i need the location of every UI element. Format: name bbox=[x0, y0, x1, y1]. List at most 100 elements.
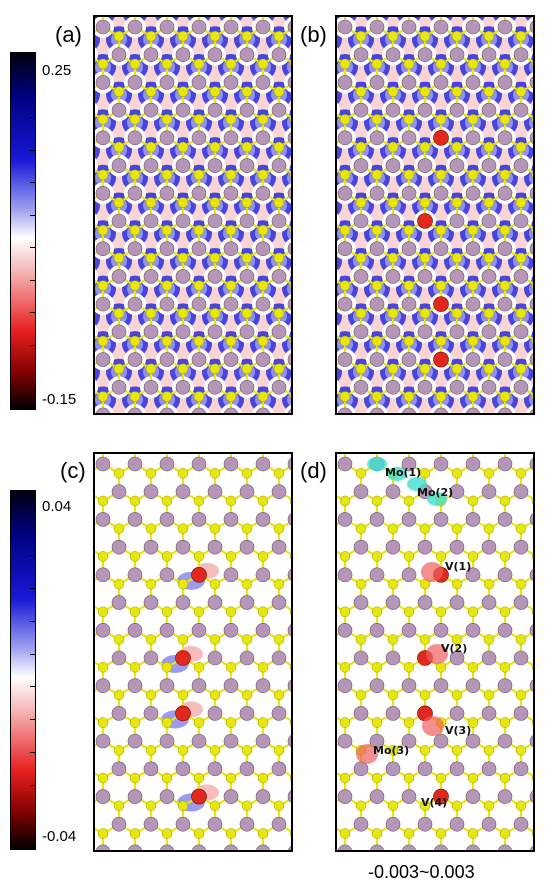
mo-atom bbox=[223, 185, 239, 201]
s-atom bbox=[273, 634, 285, 645]
mo-atom bbox=[369, 844, 385, 850]
s-atom bbox=[113, 308, 125, 319]
mo-atom bbox=[337, 844, 353, 850]
mo-atom bbox=[401, 185, 417, 201]
s-atom bbox=[193, 114, 205, 125]
mo-atom bbox=[465, 512, 481, 527]
s-atom bbox=[177, 363, 189, 375]
mo-atom bbox=[143, 47, 159, 63]
mo-atom bbox=[401, 456, 417, 472]
mo-atom bbox=[287, 568, 291, 581]
s-atom bbox=[467, 661, 479, 673]
mo-atom bbox=[433, 844, 449, 850]
mo-atom bbox=[465, 352, 481, 367]
colorbar-tick bbox=[30, 686, 35, 688]
mo-atom bbox=[529, 568, 533, 581]
mo-atom bbox=[529, 679, 533, 692]
mo-atom bbox=[433, 241, 449, 257]
s-atom bbox=[257, 58, 269, 70]
s-atom bbox=[531, 774, 533, 782]
mo-atom bbox=[449, 539, 465, 555]
s-atom bbox=[273, 689, 285, 701]
s-atom bbox=[435, 606, 447, 618]
mo-atom bbox=[191, 75, 207, 90]
s-atom bbox=[241, 689, 253, 701]
colorbar-top-min-label: -0.15 bbox=[42, 391, 77, 408]
mo-atom bbox=[353, 650, 369, 666]
mo-atom bbox=[287, 242, 291, 255]
s-atom bbox=[129, 391, 141, 402]
s-atom bbox=[451, 252, 463, 264]
s-atom bbox=[403, 828, 415, 839]
mo-atom bbox=[255, 844, 271, 850]
s-atom bbox=[273, 467, 285, 479]
s-atom bbox=[483, 86, 495, 97]
s-atom bbox=[371, 114, 383, 125]
s-atom bbox=[403, 606, 415, 618]
mo-atom bbox=[255, 75, 271, 90]
s-atom bbox=[193, 224, 205, 236]
mo-atom bbox=[481, 595, 497, 610]
s-atom bbox=[145, 30, 157, 42]
s-atom bbox=[113, 252, 125, 264]
s-atom bbox=[499, 58, 511, 70]
s-atom bbox=[355, 523, 367, 534]
s-atom bbox=[145, 252, 157, 264]
mo-atom bbox=[95, 185, 111, 201]
s-atom bbox=[289, 171, 291, 179]
s-atom bbox=[193, 717, 205, 728]
s-atom bbox=[113, 634, 125, 645]
s-atom bbox=[97, 224, 109, 236]
mo-atom bbox=[207, 484, 223, 500]
s-atom bbox=[129, 114, 141, 125]
mo-atom bbox=[513, 595, 529, 610]
mo-atom bbox=[255, 733, 271, 749]
neutral-density-region bbox=[337, 158, 340, 174]
mo-atom bbox=[127, 19, 143, 35]
s-atom bbox=[387, 523, 399, 534]
mo-atom bbox=[449, 379, 465, 395]
s-atom bbox=[467, 717, 479, 728]
s-atom bbox=[403, 169, 415, 181]
mo-atom bbox=[95, 130, 111, 146]
s-atom bbox=[193, 606, 205, 618]
s-atom bbox=[499, 828, 511, 839]
mo-atom bbox=[159, 844, 175, 850]
s-atom bbox=[177, 467, 189, 479]
colorbar-tick bbox=[30, 84, 35, 86]
mo-atom bbox=[353, 102, 369, 118]
mo-atom bbox=[287, 624, 291, 637]
mo-atom bbox=[239, 269, 255, 284]
mo-atom bbox=[481, 816, 497, 832]
mo-atom bbox=[529, 76, 533, 89]
mo-atom bbox=[481, 102, 497, 118]
mo-atom bbox=[239, 379, 255, 395]
panel-label-c: (c) bbox=[60, 458, 86, 483]
mo-atom bbox=[353, 47, 369, 63]
s-atom bbox=[387, 578, 399, 590]
s-atom bbox=[419, 800, 431, 812]
cyan-isosurface bbox=[427, 492, 447, 506]
s-atom bbox=[515, 197, 527, 208]
s-atom bbox=[161, 495, 173, 507]
s-atom bbox=[209, 800, 221, 812]
mo-atom bbox=[513, 158, 529, 173]
mo-atom bbox=[513, 816, 529, 832]
s-atom bbox=[257, 280, 269, 291]
mo-atom bbox=[191, 130, 207, 146]
s-atom bbox=[531, 60, 533, 68]
s-atom bbox=[371, 58, 383, 70]
mo-atom bbox=[111, 816, 127, 832]
mo-atom bbox=[465, 75, 481, 90]
s-atom bbox=[113, 523, 125, 534]
s-atom bbox=[129, 551, 141, 562]
panel-label-b: (b) bbox=[300, 22, 327, 47]
mo-atom bbox=[223, 844, 239, 850]
mo-atom bbox=[127, 622, 143, 638]
mo-atom bbox=[433, 622, 449, 638]
s-atom bbox=[273, 800, 285, 812]
mo-atom bbox=[337, 241, 353, 257]
mo-atom bbox=[433, 512, 449, 527]
s-atom bbox=[483, 308, 495, 319]
s-atom bbox=[257, 661, 269, 673]
